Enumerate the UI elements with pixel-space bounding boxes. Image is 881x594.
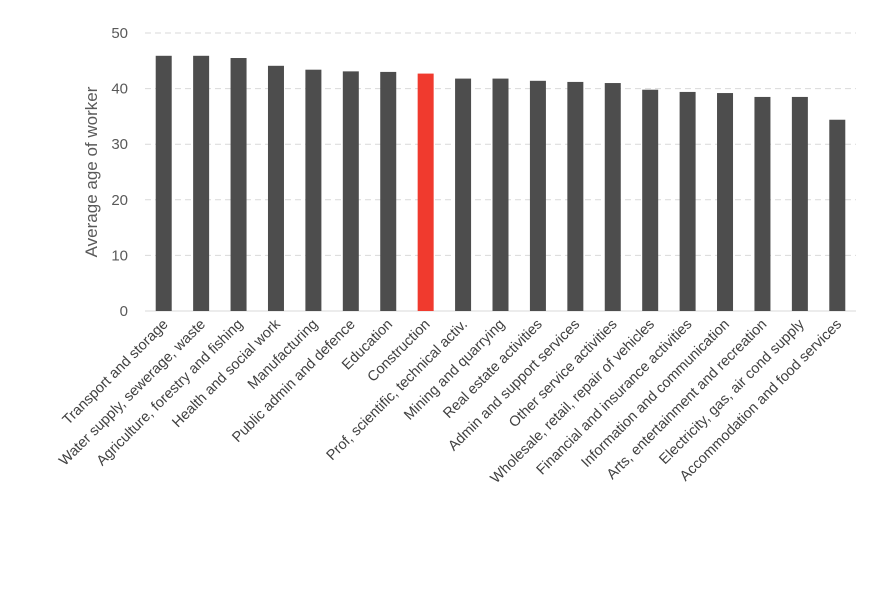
bar xyxy=(604,83,621,311)
y-axis-ticks: 0 10 20 30 40 50 xyxy=(111,25,128,320)
bar xyxy=(679,91,696,311)
bar xyxy=(417,73,434,311)
bar xyxy=(267,65,284,311)
bar xyxy=(193,55,210,311)
bar xyxy=(567,81,584,311)
x-tick-label: Water supply, sewerage, waste xyxy=(56,317,209,470)
bar xyxy=(829,119,846,312)
bar xyxy=(230,58,247,311)
bar xyxy=(155,55,172,311)
bar xyxy=(529,80,546,311)
y-tick-label: 30 xyxy=(111,136,128,153)
bar xyxy=(754,96,771,311)
bar xyxy=(791,96,808,311)
y-tick-label: 10 xyxy=(111,247,128,264)
x-tick-label: Agriculture, forestry and fishing xyxy=(94,317,247,470)
y-tick-label: 50 xyxy=(111,25,128,42)
y-axis-title: Average age of worker xyxy=(82,86,101,257)
y-tick-label: 40 xyxy=(111,81,128,98)
y-tick-label: 20 xyxy=(111,192,128,209)
bar xyxy=(342,71,359,311)
bar xyxy=(717,93,734,311)
bar xyxy=(380,71,397,311)
bar xyxy=(455,78,472,311)
bar xyxy=(492,78,509,311)
bar xyxy=(642,89,659,311)
bars xyxy=(155,55,846,312)
y-tick-label: 0 xyxy=(120,303,128,320)
bar xyxy=(305,69,322,311)
